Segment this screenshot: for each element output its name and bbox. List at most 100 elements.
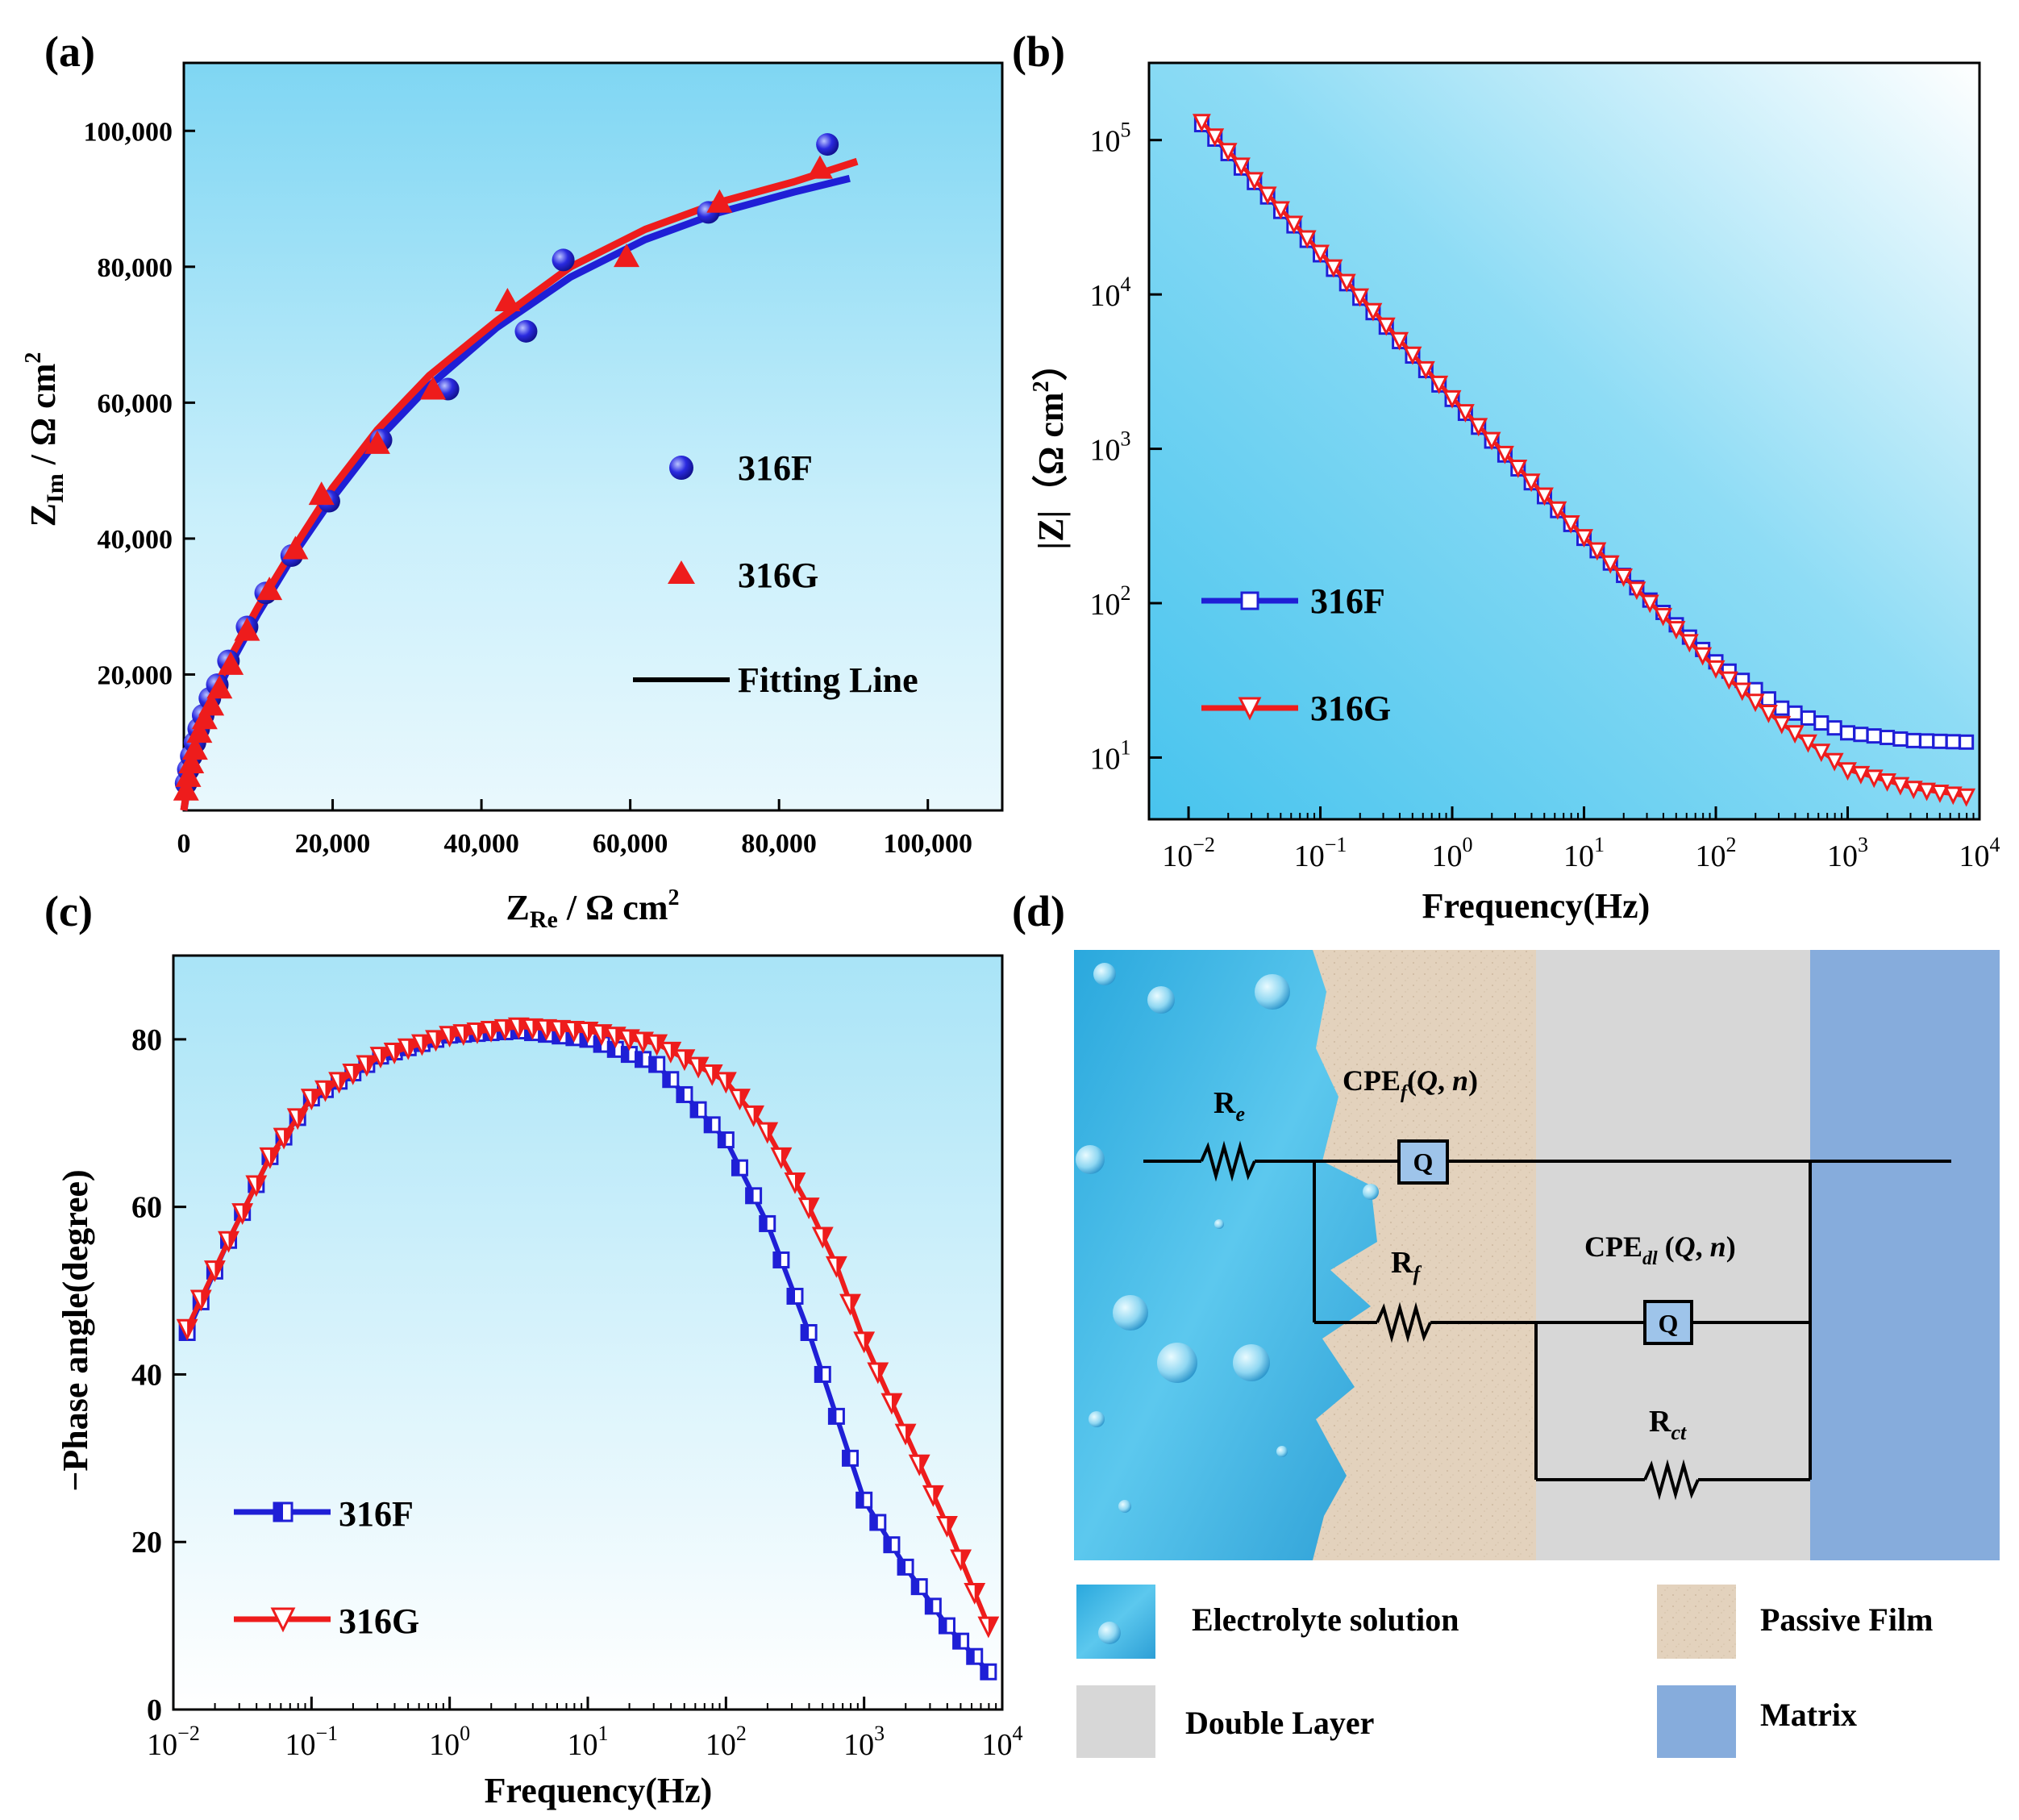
c-point-316G-fill (325, 1081, 335, 1100)
b-point-316G (1719, 671, 1738, 690)
c-point-316G-fill (795, 1173, 804, 1192)
c-point-316F-fill (676, 1087, 685, 1102)
bubble-1 (1093, 963, 1116, 985)
a-xtick-label: 100,000 (883, 829, 972, 859)
legend-passive-label: Passive Film (1760, 1601, 1933, 1638)
b-point-316G (1693, 647, 1713, 666)
c-point-316G-fill (366, 1056, 376, 1075)
c-point-316F-fill (635, 1052, 643, 1067)
panel-label-c: (c) (44, 887, 93, 935)
point-316G (364, 430, 390, 454)
b-point-316G (1851, 765, 1871, 785)
c-ytick-label: 40 (131, 1358, 162, 1392)
point-316F (552, 248, 575, 272)
resistor-re (1200, 1140, 1256, 1182)
point-316G (806, 155, 833, 179)
b-point-316G (1218, 143, 1238, 162)
c-point-316F-fill (829, 1409, 837, 1424)
chart-c: 10−2 10−1 100 101 102 103 104 0 20 40 60 80 Frequen… (56, 954, 1023, 1810)
c-point-316F-fill (581, 1031, 588, 1047)
c-point-316F-fill (746, 1188, 754, 1203)
c-point-316G-fill (298, 1109, 307, 1127)
point-316G (282, 535, 309, 560)
c-point-316G-fill (269, 1148, 279, 1167)
c-point-316G-fill (809, 1198, 818, 1217)
cpe-f-box-label: Q (1413, 1147, 1434, 1177)
legend-matrix-swatch (1657, 1685, 1736, 1758)
b-point-316G (1337, 273, 1356, 293)
legend-electrolyte-label: Electrolyte solution (1192, 1601, 1459, 1638)
c-point-316F-fill (815, 1367, 823, 1382)
chart-c-series (176, 1017, 1000, 1680)
chart-b-ylabel: |Z|（Ω cm2） (1029, 345, 1071, 549)
bubble-12 (1276, 1446, 1288, 1457)
label-re: Re (1213, 1086, 1245, 1126)
c-point-316G-fill (739, 1089, 749, 1108)
b-point-316F (1945, 734, 1961, 750)
bubble-8 (1089, 1411, 1105, 1427)
c-point-316G-fill (214, 1261, 224, 1280)
b-point-316G (1904, 781, 1923, 800)
c-point-316F-fill (760, 1216, 768, 1231)
legend-electrolyte-bubble (1098, 1622, 1121, 1644)
b-xtick-label: 101 (1563, 833, 1605, 873)
b-point-316G (1297, 230, 1317, 249)
c-point-316F-fill (912, 1579, 920, 1594)
c-point-316G-fill (394, 1043, 404, 1062)
b-point-316G (1430, 375, 1449, 394)
b-point-316F (1840, 725, 1856, 741)
c-point-316G-fill (781, 1148, 790, 1167)
c-point-316F-fill (622, 1047, 630, 1062)
c-point-316F-fill (566, 1030, 574, 1045)
bubble-4 (1076, 1145, 1105, 1174)
a-ytick-label: 60,000 (98, 389, 173, 419)
b-point-316G (1785, 725, 1805, 744)
bubbles (1076, 963, 1379, 1513)
a-xtick-label: 60,000 (593, 829, 668, 859)
b-point-316G (1812, 743, 1831, 763)
b-point-316G (1442, 389, 1462, 409)
b-xtick-label: 103 (1827, 833, 1868, 873)
chart-c-legend: 316F 316G (234, 1494, 419, 1641)
b-point-316F (1932, 733, 1948, 749)
c-point-316G-fill (988, 1618, 997, 1636)
c-point-316G-fill (891, 1394, 901, 1413)
c-point-316F-fill (843, 1451, 851, 1466)
b-point-316G (1746, 693, 1765, 713)
c-point-316G-fill (960, 1551, 970, 1568)
b-point-316F (1853, 727, 1869, 743)
legend-316G-label: 316G (738, 556, 818, 595)
bubble-3 (1255, 974, 1290, 1010)
b-xtick-label: 104 (1959, 833, 2000, 873)
c-point-316F-fill (980, 1664, 989, 1680)
b-point-316G (1733, 682, 1752, 702)
chart-a: 0 20,000 40,000 60,000 80,000 100,000 20,000 40… (21, 61, 1004, 933)
chart-b-plot-area (1147, 61, 1981, 821)
legend-c-316G-marker (270, 1607, 296, 1633)
point-316G (206, 675, 233, 699)
b-point-316G (1930, 785, 1950, 803)
legend-316F-label: 316F (738, 448, 813, 488)
label-rct: Rct (1649, 1405, 1687, 1444)
c-point-316G-fill (822, 1228, 832, 1247)
bubble-5 (1113, 1295, 1148, 1331)
b-point-316G (1575, 529, 1593, 548)
c-xtick-label: 103 (843, 1722, 885, 1762)
b-point-316G (1205, 128, 1225, 148)
c-point-316G-fill (408, 1039, 418, 1058)
point-316G (198, 692, 225, 716)
panel-label-b: (b) (1012, 27, 1065, 76)
label-cpe-dl: CPEdl (Q, n) (1584, 1231, 1736, 1269)
c-point-316G-fill (767, 1123, 776, 1142)
b-point-316F (1787, 705, 1803, 721)
c-point-316F-fill (967, 1649, 975, 1664)
a-ytick-label: 20,000 (98, 660, 173, 690)
b-point-316G (1878, 773, 1896, 792)
c-point-316F-fill (801, 1325, 810, 1340)
b-point-316G (1654, 607, 1673, 627)
chart-a-ticks: 0 20,000 40,000 60,000 80,000 100,000 20,000 40… (84, 117, 972, 859)
c-point-316F-fill (649, 1057, 657, 1072)
bubble-2 (1147, 986, 1175, 1014)
b-point-316F (1919, 733, 1935, 749)
b-point-316G (1509, 460, 1528, 478)
